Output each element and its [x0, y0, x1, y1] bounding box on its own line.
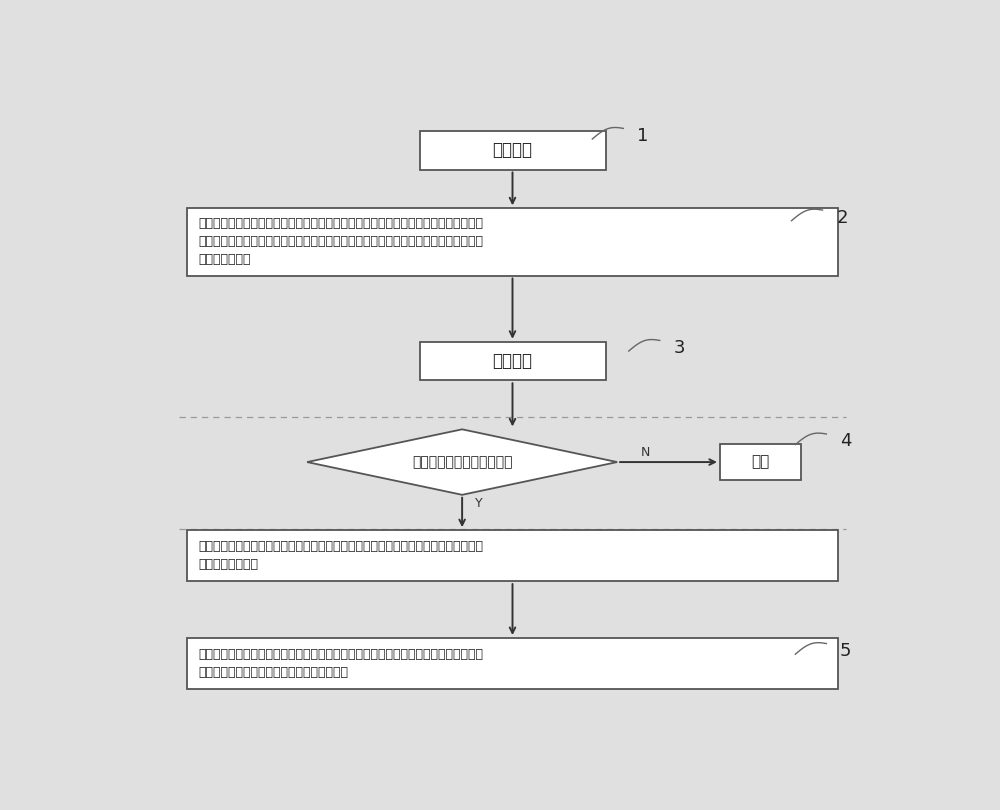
FancyBboxPatch shape — [187, 530, 838, 582]
Text: 5: 5 — [840, 642, 852, 660]
FancyBboxPatch shape — [720, 444, 801, 480]
FancyBboxPatch shape — [187, 638, 838, 689]
FancyBboxPatch shape — [420, 131, 606, 169]
FancyBboxPatch shape — [187, 208, 838, 275]
Text: 产生的项目文件传送至交互式结果分析模块中进行交互式分析，根据用户需求对项目文
件进行二次分析和统计，得到直观呼现的报告: 产生的项目文件传送至交互式结果分析模块中进行交互式分析，根据用户需求对项目文 件… — [199, 648, 484, 679]
Text: N: N — [641, 446, 650, 459]
Text: 4: 4 — [840, 433, 852, 450]
Text: 3: 3 — [673, 339, 685, 357]
Text: 2: 2 — [836, 208, 848, 227]
Text: 进行判定数据质控是否合格: 进行判定数据质控是否合格 — [412, 455, 512, 469]
Text: 向云端服务器上传测序数据，在项目管理模块中建立项目，同时在云端服务器上传客户
的数据库或者选择使用线上的数据库，并且在该项目管理模块中可以进行项目锁定或者
共享: 向云端服务器上传测序数据，在项目管理模块中建立项目，同时在云端服务器上传客户 的… — [199, 217, 484, 266]
FancyBboxPatch shape — [420, 342, 606, 381]
Polygon shape — [307, 429, 617, 495]
Text: 1: 1 — [637, 127, 648, 145]
Text: Y: Y — [475, 497, 482, 509]
Text: 报错: 报错 — [751, 454, 770, 470]
Text: 在基础分析任务提交模块中，用户可以通过可视化界面对测序数据进行参数分析，分析
之后产生项目文件: 在基础分析任务提交模块中，用户可以通过可视化界面对测序数据进行参数分析，分析 之… — [199, 540, 484, 571]
Text: 创建项目: 创建项目 — [492, 141, 532, 160]
Text: 建立任务: 建立任务 — [492, 352, 532, 370]
